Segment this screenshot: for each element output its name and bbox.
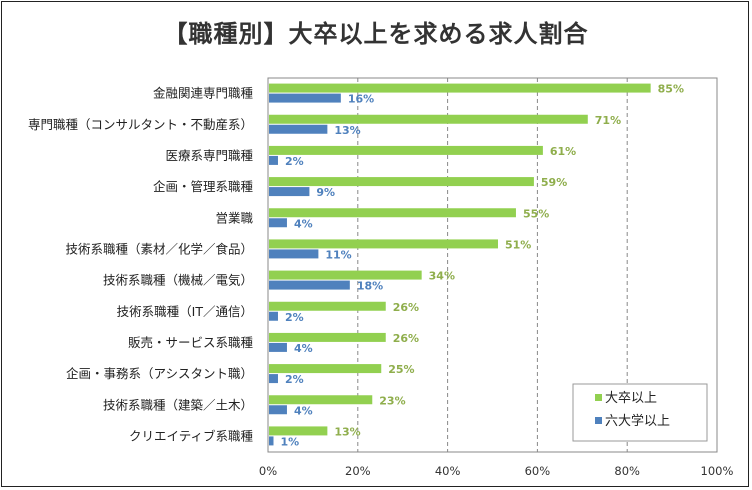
data-label: 26% <box>393 301 419 314</box>
category-label: 技術系職種（建築／土木） <box>103 397 253 412</box>
bar-rokudai <box>269 342 287 352</box>
data-label: 4% <box>294 404 313 417</box>
legend-swatch <box>595 417 602 424</box>
bar-rokudai <box>269 374 278 384</box>
data-label: 2% <box>285 373 304 386</box>
category-label: 技術系職種（IT／通信） <box>117 304 253 319</box>
bar-daisotsu <box>269 114 588 124</box>
category-label: 専門職種（コンサルタント・不動産系） <box>28 117 253 132</box>
data-label: 23% <box>379 394 405 407</box>
bar-rokudai <box>269 124 328 134</box>
chart-title: 【職種別】大卒以上を求める求人割合 <box>163 20 589 48</box>
data-label: 26% <box>393 332 419 345</box>
data-label: 13% <box>334 425 360 438</box>
bar-daisotsu <box>269 395 373 405</box>
data-label: 61% <box>550 145 576 158</box>
bar-daisotsu <box>269 83 651 93</box>
category-label: 企画・管理系職種 <box>153 179 254 194</box>
data-label: 71% <box>595 114 621 127</box>
category-label: クリエイティブ系職種 <box>129 428 254 443</box>
bar-daisotsu <box>269 301 386 311</box>
x-tick-label: 60% <box>525 464 551 478</box>
category-label: 販売・サービス系職種 <box>128 335 254 350</box>
bar-daisotsu <box>269 145 543 155</box>
x-tick-label: 0% <box>259 464 277 478</box>
category-label: 企画・事務系（アシスタント職） <box>66 366 253 381</box>
data-label: 16% <box>348 93 374 106</box>
x-tick-label: 20% <box>345 464 371 478</box>
legend-box <box>572 383 708 442</box>
legend-label: 六大学以上 <box>605 413 670 429</box>
data-label: 51% <box>505 238 531 251</box>
data-label: 13% <box>334 124 360 137</box>
data-label: 2% <box>285 155 304 168</box>
bar-rokudai <box>269 311 278 321</box>
bar-rokudai <box>269 405 287 415</box>
bar-daisotsu <box>269 208 516 218</box>
bar-rokudai <box>269 93 341 103</box>
legend-swatch <box>595 394 602 401</box>
bar-daisotsu <box>269 239 498 249</box>
data-label: 4% <box>294 342 313 355</box>
bar-daisotsu <box>269 332 386 342</box>
bar-rokudai <box>269 187 310 197</box>
x-tick-label: 100% <box>701 464 734 478</box>
data-label: 34% <box>429 270 455 283</box>
bar-rokudai <box>269 249 319 259</box>
bar-daisotsu <box>269 270 422 280</box>
bar-rokudai <box>269 218 287 228</box>
data-label: 11% <box>325 248 351 261</box>
data-label: 9% <box>316 186 335 199</box>
data-label: 18% <box>357 280 383 293</box>
data-label: 2% <box>285 311 304 324</box>
data-label: 59% <box>541 176 567 189</box>
bar-rokudai <box>269 155 278 165</box>
bar-daisotsu <box>269 364 382 374</box>
category-label: 技術系職種（機械／電気） <box>103 273 253 288</box>
data-label: 4% <box>294 217 313 230</box>
category-label: 金融関連専門職種 <box>153 86 254 101</box>
x-tick-label: 80% <box>614 464 640 478</box>
bar-daisotsu <box>269 177 534 187</box>
legend-label: 大卒以上 <box>605 391 657 406</box>
data-label: 25% <box>388 363 414 376</box>
data-label: 55% <box>523 207 549 220</box>
data-label: 1% <box>280 435 299 448</box>
category-label: 営業職 <box>215 210 253 225</box>
data-label: 85% <box>658 83 684 96</box>
bar-rokudai <box>269 436 274 446</box>
bar-rokudai <box>269 280 350 290</box>
category-label: 医療系専門職種 <box>165 148 253 163</box>
category-label: 技術系職種（素材／化学／食品） <box>65 241 253 256</box>
bar-daisotsu <box>269 426 328 436</box>
x-tick-label: 40% <box>435 464 461 478</box>
